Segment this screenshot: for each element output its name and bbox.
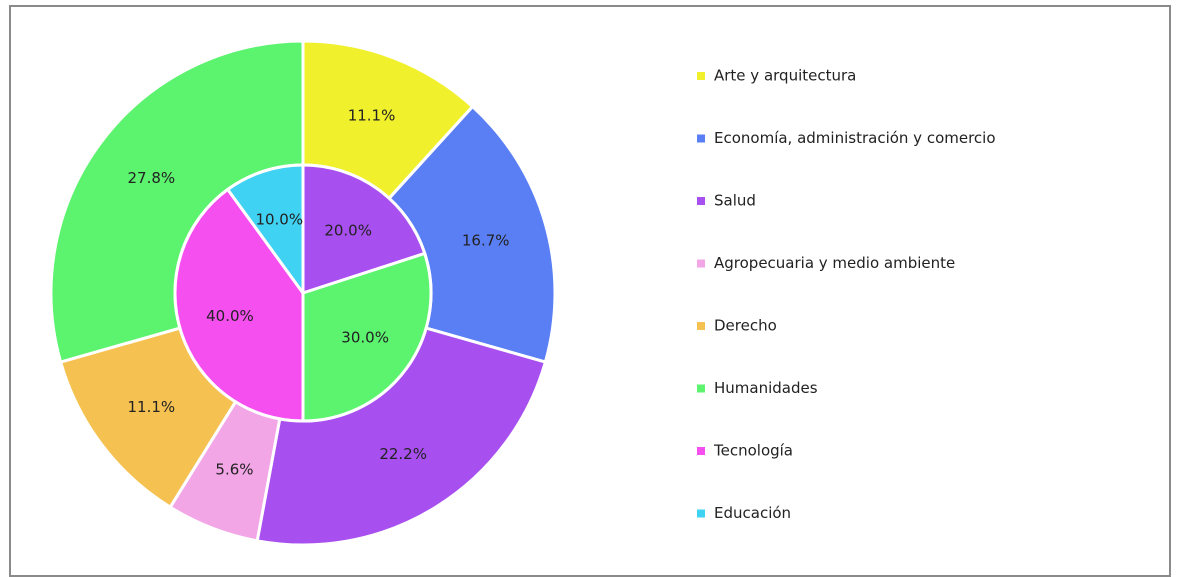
legend-label: Derecho: [714, 317, 777, 335]
legend-label: Economía, administración y comercio: [714, 129, 996, 147]
legend-marker: [697, 322, 705, 330]
legend-marker: [697, 509, 705, 518]
legend-label: Salud: [714, 192, 756, 210]
slice-label: 5.6%: [215, 461, 253, 479]
pie-slice: [225, 163, 305, 298]
slice-label: 10.0%: [255, 210, 303, 228]
legend-label: Educación: [714, 504, 791, 522]
slice-label: 16.7%: [462, 231, 510, 249]
pie-slice: [301, 163, 427, 296]
legend-marker: [697, 384, 705, 393]
legend-marker: [697, 134, 705, 143]
legend-marker: [697, 72, 705, 80]
slice-label: 27.8%: [128, 169, 176, 187]
legend-marker: [697, 259, 705, 268]
legend-label: Tecnología: [713, 442, 793, 460]
slice-label: 20.0%: [324, 221, 372, 239]
slice-label: 22.2%: [379, 445, 427, 463]
slice-label: 11.1%: [348, 106, 396, 124]
pie-slice: [301, 251, 433, 423]
legend-label: Arte y arquitectura: [714, 67, 856, 85]
legend-label: Humanidades: [714, 379, 818, 397]
slice-label: 30.0%: [341, 329, 389, 347]
legend-marker: [697, 447, 705, 455]
legend-marker: [697, 197, 705, 205]
slice-label: 40.0%: [206, 307, 254, 325]
legend-label: Agropecuaria y medio ambiente: [714, 254, 955, 272]
slice-label: 11.1%: [128, 398, 176, 416]
pie-slice: [173, 187, 305, 423]
